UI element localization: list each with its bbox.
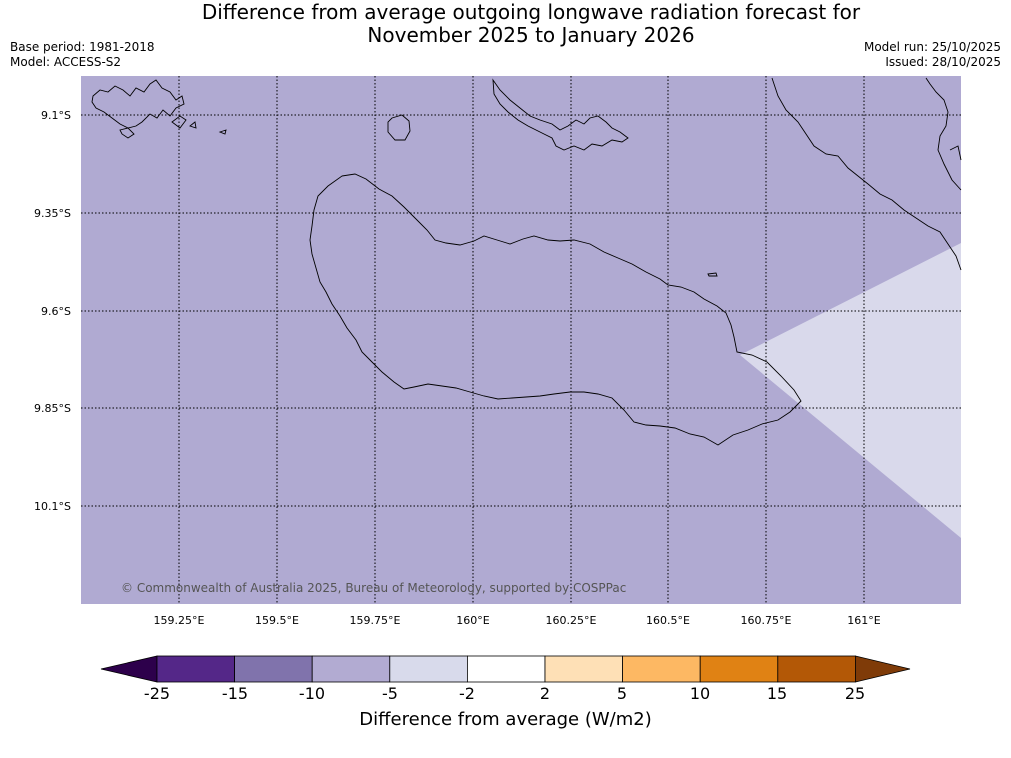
lon-label: 159.75°E <box>350 614 401 627</box>
meta-left: Base period: 1981-2018 Model: ACCESS-S2 <box>10 40 155 70</box>
florida-islands <box>492 78 629 151</box>
map-title: Difference from average outgoing longwav… <box>0 1 1011 47</box>
guadalcanal-coastline <box>309 173 802 446</box>
lon-label: 161°E <box>847 614 880 627</box>
colorbar-segments <box>100 655 911 683</box>
russell-islands <box>91 79 227 139</box>
malaita-coastline <box>771 77 962 271</box>
savo-island <box>387 114 411 141</box>
title-line-2: November 2025 to January 2026 <box>367 23 695 47</box>
colorbar-swatch <box>311 655 391 683</box>
colorbar-label: 15 <box>766 684 788 703</box>
coastlines <box>91 77 962 446</box>
issued-date: Issued: 28/10/2025 <box>885 55 1001 69</box>
lat-label: 10.1°S <box>34 500 71 513</box>
model-run: Model run: 25/10/2025 <box>863 40 1001 54</box>
colorbar-label: 5 <box>616 684 628 703</box>
meta-right: Model run: 25/10/2025 Issued: 28/10/2025 <box>864 40 1001 70</box>
lat-labels: 9.1°S 9.35°S 9.6°S 9.85°S 10.1°S <box>34 109 71 513</box>
colorbar-label: -15 <box>221 684 249 703</box>
small-islet <box>707 272 718 277</box>
lat-label: 9.35°S <box>34 207 71 220</box>
map-panel: © Commonwealth of Australia 2025, Bureau… <box>81 76 962 604</box>
model-name: Model: ACCESS-S2 <box>10 55 122 69</box>
gridlines <box>81 76 961 604</box>
lon-label: 159.5°E <box>255 614 299 627</box>
lon-label: 159.25°E <box>154 614 205 627</box>
copyright-notice: © Commonwealth of Australia 2025, Bureau… <box>121 581 626 595</box>
lon-label: 160.5°E <box>646 614 690 627</box>
colorbar-label: -10 <box>298 684 326 703</box>
colorbar-swatch <box>466 655 546 683</box>
colorbar-swatch <box>389 655 468 683</box>
colorbar-swatch <box>156 655 235 683</box>
light-anomaly-region <box>740 243 961 538</box>
colorbar-label: 25 <box>844 684 866 703</box>
colorbar-extend-low <box>100 655 158 683</box>
colorbar-label: 10 <box>689 684 711 703</box>
title-line-1: Difference from average outgoing longwav… <box>201 0 861 24</box>
colorbar-label: -2 <box>459 684 475 703</box>
lon-label: 160.75°E <box>741 614 792 627</box>
lon-labels: 159.25°E 159.5°E 159.75°E 160°E 160.25°E… <box>154 614 881 627</box>
colorbar-label: -5 <box>382 684 398 703</box>
base-period: Base period: 1981-2018 <box>10 40 155 54</box>
colorbar-swatch <box>777 655 856 683</box>
colorbar-label: 2 <box>539 684 551 703</box>
colorbar-label: -25 <box>143 684 171 703</box>
colorbar-title: Difference from average (W/m2) <box>359 709 652 730</box>
lat-label: 9.85°S <box>34 402 71 415</box>
colorbar-swatch <box>622 655 701 683</box>
colorbar-extend-high <box>855 655 911 683</box>
lon-label: 160.25°E <box>546 614 597 627</box>
lon-label: 160°E <box>456 614 489 627</box>
colorbar-swatch <box>544 655 623 683</box>
lat-label: 9.1°S <box>41 109 71 122</box>
colorbar-swatch <box>234 655 313 683</box>
colorbar-swatch <box>699 655 779 683</box>
lat-label: 9.6°S <box>41 305 71 318</box>
